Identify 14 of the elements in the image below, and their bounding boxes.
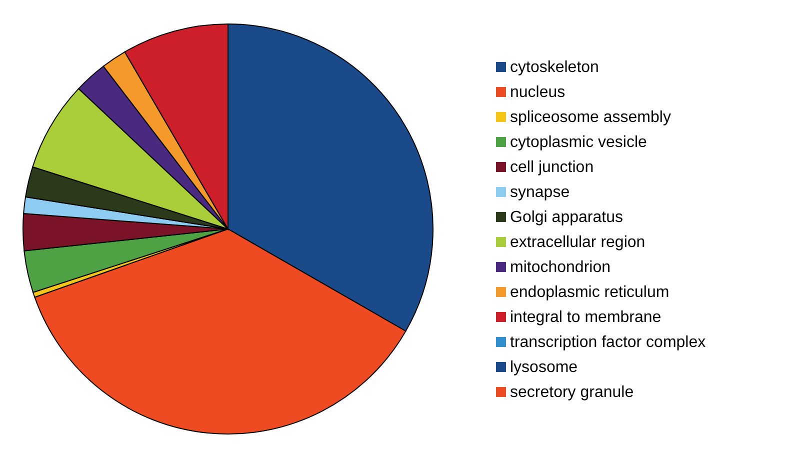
legend-label: extracellular region [510, 232, 646, 252]
legend-label: cytoskeleton [510, 58, 599, 78]
legend-label: nucleus [510, 82, 566, 102]
legend-label: spliceosome assembly [510, 108, 671, 128]
legend-label: secretory granule [510, 382, 634, 402]
legend-label: transcription factor complex [510, 332, 706, 352]
legend-label: integral to membrane [510, 308, 662, 328]
legend-label: Golgi apparatus [510, 208, 623, 228]
legend-label: cytoplasmic vesicle [510, 132, 647, 152]
legend-label: cell junction [510, 158, 594, 178]
legend-label: lysosome [510, 358, 578, 378]
legend-label: mitochondrion [510, 258, 610, 278]
legend-label: endoplasmic reticulum [510, 282, 670, 302]
legend-label: synapse [510, 182, 570, 202]
